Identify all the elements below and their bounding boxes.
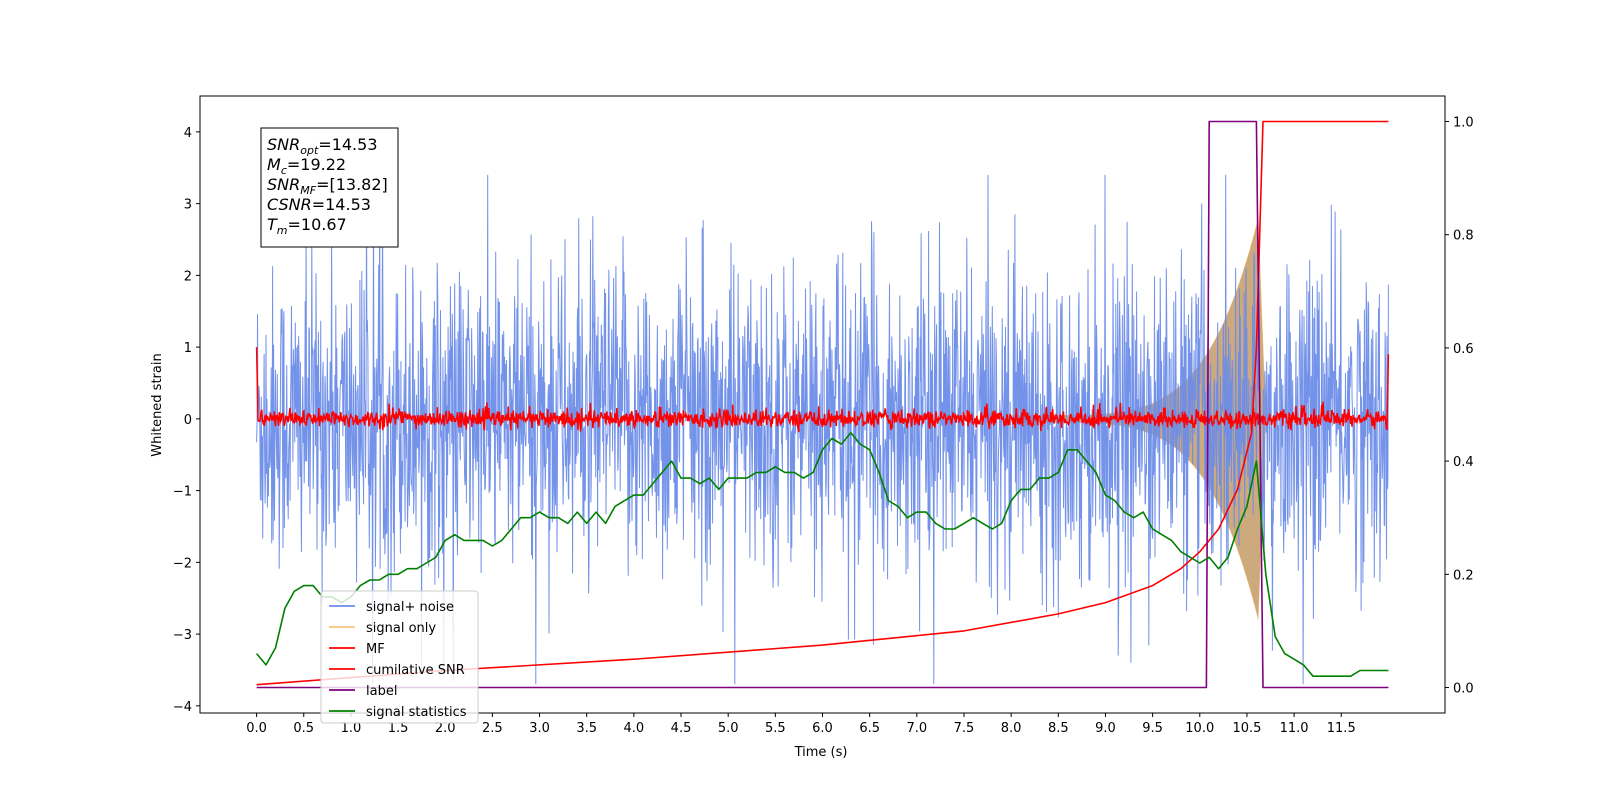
x-axis-label: Time (s) xyxy=(794,745,848,760)
x-tick-label: 2.0 xyxy=(435,721,456,736)
y-tick-label: −3 xyxy=(173,628,192,643)
y-right-tick-label: 0.4 xyxy=(1453,455,1474,470)
y-right-tick-label: 0.8 xyxy=(1453,229,1474,244)
x-tick-label: 0.0 xyxy=(246,721,267,736)
x-tick-label: 5.0 xyxy=(718,721,739,736)
x-tick-label: 0.5 xyxy=(293,721,314,736)
x-tick-label: 9.0 xyxy=(1095,721,1116,736)
x-tick-label: 7.5 xyxy=(954,721,975,736)
x-tick-label: 1.0 xyxy=(341,721,362,736)
annotation-line: SNRopt=14.53 xyxy=(267,135,378,157)
annotation-box: SNRopt=14.53Mc=19.22SNRMF=[13.82]CSNR=14… xyxy=(260,127,399,248)
y-right-tick-label: 0.2 xyxy=(1453,568,1474,583)
x-tick-label: 4.5 xyxy=(671,721,692,736)
legend-label: cumilative SNR xyxy=(366,663,465,678)
y-right-tick-label: 0.0 xyxy=(1453,682,1474,697)
legend-label: signal+ noise xyxy=(366,600,454,615)
x-tick-label: 10.0 xyxy=(1185,721,1214,736)
annotation-line: CSNR=14.53 xyxy=(267,195,371,214)
y-axis-right: 1.0 0.8 0.6 0.4 0.2 0.0 xyxy=(1445,115,1474,697)
x-tick-label: 5.5 xyxy=(765,721,786,736)
legend-label: label xyxy=(366,684,397,699)
mf-layer xyxy=(255,347,1390,433)
x-tick-label: 3.5 xyxy=(576,721,597,736)
series-cumilative-snr-line xyxy=(256,120,1389,686)
y-right-tick-label: 1.0 xyxy=(1453,115,1474,130)
legend-frame xyxy=(320,590,479,724)
y-tick-label: 3 xyxy=(184,198,192,213)
series-mf-line xyxy=(255,347,1390,433)
x-axis: 0.0 0.5 1.0 1.5 2.0 2.5 3.0 3.5 4.0 4.5 5.0 5.5 6.0 6… xyxy=(246,713,1356,736)
x-tick-label: 3.0 xyxy=(529,721,550,736)
x-tick-label: 6.5 xyxy=(859,721,880,736)
series-signal-statistics-line xyxy=(255,432,1389,677)
y-tick-label: 0 xyxy=(184,413,192,428)
series-signal-plus-noise-line xyxy=(256,174,1389,685)
y-right-tick-label: 0.6 xyxy=(1453,342,1474,357)
legend-label: signal statistics xyxy=(366,705,467,720)
x-tick-label: 6.0 xyxy=(812,721,833,736)
y-tick-label: −2 xyxy=(173,556,192,571)
series-label-line xyxy=(256,120,1389,689)
x-tick-label: 11.0 xyxy=(1280,721,1309,736)
y-tick-label: 4 xyxy=(184,126,192,141)
x-tick-label: 4.0 xyxy=(624,721,645,736)
legend: signal+ noise signal only MF cumilative SNR… xyxy=(320,590,479,724)
x-tick-label: 10.5 xyxy=(1232,721,1261,736)
right-axis-series-layer xyxy=(255,120,1389,689)
x-tick-label: 11.5 xyxy=(1327,721,1356,736)
annotation-line: Tm=10.67 xyxy=(267,215,347,237)
annotation-box-frame xyxy=(260,127,399,248)
legend-label: signal only xyxy=(366,621,436,636)
x-tick-label: 2.5 xyxy=(482,721,503,736)
y-tick-label: −4 xyxy=(173,700,192,715)
y-tick-label: 2 xyxy=(184,269,192,284)
y-tick-label: 1 xyxy=(184,341,192,356)
x-tick-label: 9.5 xyxy=(1142,721,1163,736)
annotation-line: Mc=19.22 xyxy=(267,155,346,177)
x-tick-label: 8.0 xyxy=(1001,721,1022,736)
y-tick-label: −1 xyxy=(173,485,192,500)
legend-label: MF xyxy=(366,642,385,657)
x-tick-label: 1.5 xyxy=(388,721,409,736)
y-axis-left: 4 3 2 1 0 −1 −2 −3 −4 xyxy=(173,126,200,715)
signal-plus-noise-layer xyxy=(256,174,1389,685)
x-tick-label: 8.5 xyxy=(1048,721,1069,736)
annotation-line: SNRMF=[13.82] xyxy=(267,175,388,197)
x-tick-label: 7.0 xyxy=(906,721,927,736)
y-axis-label: Whitened strain xyxy=(150,353,165,456)
